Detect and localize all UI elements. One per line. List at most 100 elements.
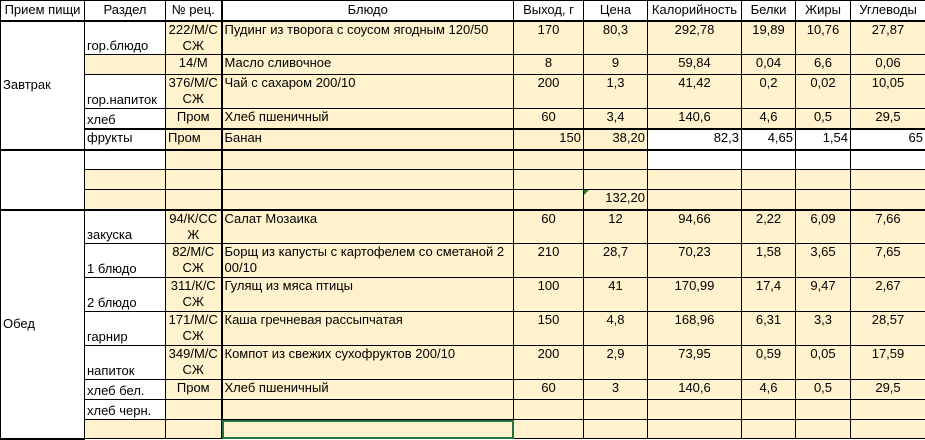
carbs-cell[interactable]: 29,5 bbox=[850, 379, 925, 400]
yield-cell[interactable]: 60 bbox=[513, 209, 584, 244]
header-dish[interactable]: Блюдо bbox=[220, 0, 514, 22]
recipe-cell[interactable]: 171/М/ССЖ bbox=[165, 311, 222, 346]
recipe-cell[interactable] bbox=[165, 399, 222, 420]
yield-cell[interactable]: 60 bbox=[513, 108, 584, 130]
fat-cell[interactable] bbox=[795, 189, 851, 211]
fat-cell[interactable] bbox=[795, 169, 851, 190]
recipe-cell[interactable]: 82/М/ССЖ bbox=[165, 243, 222, 278]
yield-cell[interactable] bbox=[513, 149, 584, 170]
header-yield[interactable]: Выход, г bbox=[513, 0, 584, 22]
carbs-cell[interactable]: 65 bbox=[850, 128, 925, 151]
dish-cell[interactable] bbox=[220, 419, 514, 439]
protein-cell[interactable]: 0,2 bbox=[741, 74, 796, 109]
kcal-cell[interactable]: 170,99 bbox=[647, 277, 742, 312]
protein-cell[interactable]: 17,4 bbox=[741, 277, 796, 312]
yield-cell[interactable]: 60 bbox=[513, 379, 584, 400]
fat-cell[interactable]: 3,3 bbox=[795, 311, 851, 346]
kcal-cell[interactable] bbox=[647, 399, 742, 420]
recipe-cell[interactable]: Пром bbox=[165, 379, 222, 400]
price-cell[interactable]: 2,9 bbox=[583, 345, 648, 380]
carbs-cell[interactable] bbox=[850, 149, 925, 170]
price-cell[interactable]: 80,3 bbox=[583, 20, 648, 55]
protein-cell[interactable]: 19,89 bbox=[741, 20, 796, 55]
price-cell[interactable] bbox=[583, 169, 648, 190]
price-cell[interactable] bbox=[583, 149, 648, 170]
section-cell[interactable]: гор.напиток bbox=[84, 74, 166, 109]
dish-cell[interactable]: Борщ из капусты с картофелем со сметаной… bbox=[220, 243, 514, 278]
yield-cell[interactable]: 150 bbox=[513, 311, 584, 346]
carbs-cell[interactable]: 0,06 bbox=[850, 54, 925, 75]
fat-cell[interactable] bbox=[795, 149, 851, 170]
dish-cell[interactable] bbox=[220, 169, 514, 190]
kcal-cell[interactable]: 41,42 bbox=[647, 74, 742, 109]
protein-cell[interactable]: 4,6 bbox=[741, 108, 796, 130]
protein-cell[interactable]: 1,58 bbox=[741, 243, 796, 278]
section-cell[interactable]: гор.блюдо bbox=[84, 20, 166, 55]
price-cell[interactable]: 3,4 bbox=[583, 108, 648, 130]
protein-cell[interactable] bbox=[741, 399, 796, 420]
recipe-cell[interactable]: 94/К/ССЖ bbox=[165, 209, 222, 244]
protein-cell[interactable]: 0,59 bbox=[741, 345, 796, 380]
fat-cell[interactable] bbox=[795, 419, 851, 439]
yield-cell[interactable]: 210 bbox=[513, 243, 584, 278]
recipe-cell[interactable] bbox=[165, 189, 222, 211]
protein-cell[interactable] bbox=[741, 149, 796, 170]
section-cell[interactable] bbox=[84, 149, 166, 170]
kcal-cell[interactable]: 292,78 bbox=[647, 20, 742, 55]
dish-cell[interactable]: Хлеб пшеничный bbox=[220, 108, 514, 130]
section-cell[interactable] bbox=[84, 54, 166, 75]
dish-cell[interactable] bbox=[220, 149, 514, 170]
protein-cell[interactable]: 4,6 bbox=[741, 379, 796, 400]
price-cell[interactable]: 38,20 bbox=[583, 128, 648, 151]
recipe-cell[interactable]: 14/М bbox=[165, 54, 222, 75]
carbs-cell[interactable]: 7,66 bbox=[850, 209, 925, 244]
fat-cell[interactable]: 6,09 bbox=[795, 209, 851, 244]
carbs-cell[interactable] bbox=[850, 419, 925, 439]
carbs-cell[interactable]: 7,65 bbox=[850, 243, 925, 278]
yield-cell[interactable]: 200 bbox=[513, 345, 584, 380]
meal-cell[interactable]: Завтрак bbox=[0, 20, 85, 151]
protein-cell[interactable]: 4,65 bbox=[741, 128, 796, 151]
dish-cell[interactable]: Гулящ из мяса птицы bbox=[220, 277, 514, 312]
header-price[interactable]: Цена bbox=[583, 0, 648, 22]
protein-cell[interactable] bbox=[741, 189, 796, 211]
fat-cell[interactable]: 0,05 bbox=[795, 345, 851, 380]
price-cell[interactable]: 9 bbox=[583, 54, 648, 75]
dish-cell[interactable]: Чай с сахаром 200/10 bbox=[220, 74, 514, 109]
kcal-cell[interactable]: 168,96 bbox=[647, 311, 742, 346]
section-cell[interactable]: гарнир bbox=[84, 311, 166, 346]
price-cell[interactable]: 1,3 bbox=[583, 74, 648, 109]
fat-cell[interactable]: 9,47 bbox=[795, 277, 851, 312]
kcal-cell[interactable]: 94,66 bbox=[647, 209, 742, 244]
carbs-cell[interactable]: 2,67 bbox=[850, 277, 925, 312]
protein-cell[interactable] bbox=[741, 169, 796, 190]
fat-cell[interactable]: 1,54 bbox=[795, 128, 851, 151]
kcal-cell[interactable]: 140,6 bbox=[647, 379, 742, 400]
section-cell[interactable] bbox=[84, 169, 166, 190]
yield-cell[interactable]: 150 bbox=[513, 128, 584, 151]
recipe-cell[interactable] bbox=[165, 169, 222, 190]
header-protein[interactable]: Белки bbox=[741, 0, 796, 22]
carbs-cell[interactable] bbox=[850, 189, 925, 211]
protein-cell[interactable] bbox=[741, 419, 796, 439]
recipe-cell[interactable]: Пром bbox=[165, 108, 222, 130]
fat-cell[interactable]: 0,5 bbox=[795, 379, 851, 400]
section-cell[interactable]: хлеб бел. bbox=[84, 379, 166, 400]
fat-cell[interactable]: 10,76 bbox=[795, 20, 851, 55]
header-fat[interactable]: Жиры bbox=[795, 0, 851, 22]
yield-cell[interactable] bbox=[513, 399, 584, 420]
yield-cell[interactable]: 100 bbox=[513, 277, 584, 312]
dish-cell[interactable]: Каша гречневая рассыпчатая bbox=[220, 311, 514, 346]
recipe-cell[interactable]: 311/К/ССЖ bbox=[165, 277, 222, 312]
dish-cell[interactable]: Салат Мозаика bbox=[220, 209, 514, 244]
section-cell[interactable]: закуска bbox=[84, 209, 166, 244]
section-cell[interactable]: хлеб черн. bbox=[84, 399, 166, 420]
protein-cell[interactable]: 6,31 bbox=[741, 311, 796, 346]
kcal-cell[interactable]: 140,6 bbox=[647, 108, 742, 130]
dish-cell[interactable]: Масло сливочное bbox=[220, 54, 514, 75]
dish-cell[interactable]: Компот из свежих сухофруктов 200/10 bbox=[220, 345, 514, 380]
meal-cell[interactable]: Обед bbox=[0, 209, 85, 440]
price-cell[interactable] bbox=[583, 419, 648, 439]
carbs-cell[interactable] bbox=[850, 169, 925, 190]
price-cell[interactable]: 28,7 bbox=[583, 243, 648, 278]
